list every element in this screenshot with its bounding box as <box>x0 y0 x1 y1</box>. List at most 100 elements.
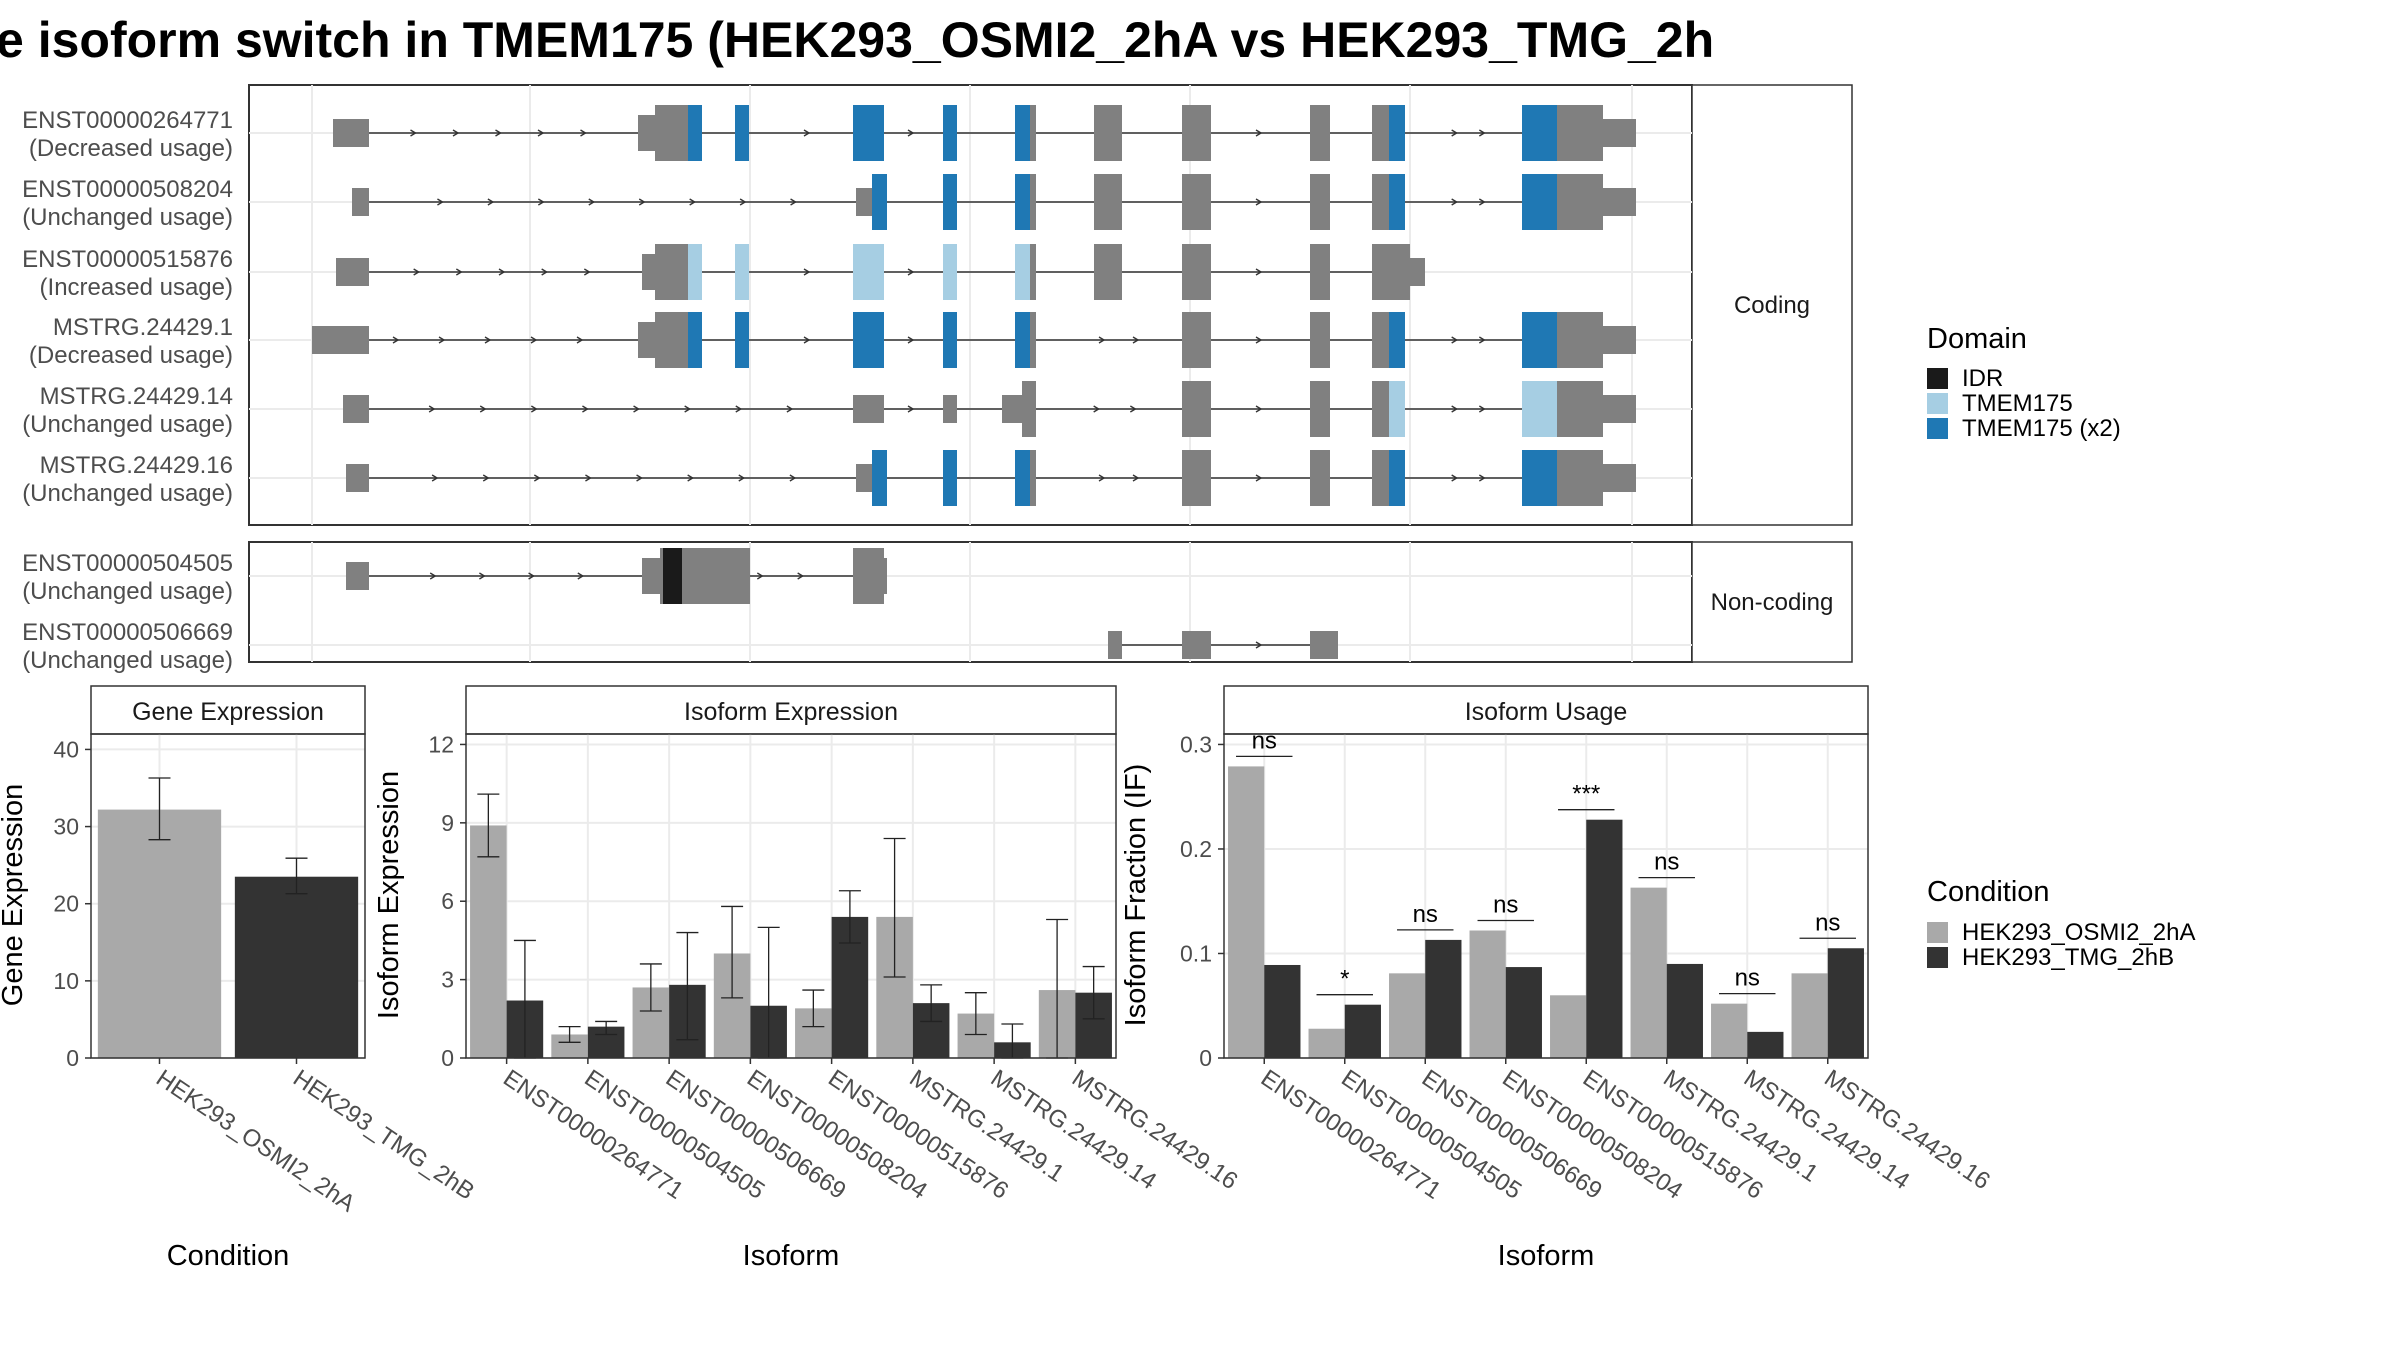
strand-arrow <box>633 405 640 413</box>
strand-arrow <box>1451 129 1459 137</box>
significance-label: ns <box>1413 901 1438 928</box>
exon <box>638 115 655 151</box>
strand-arrow <box>907 405 915 413</box>
bar <box>1630 887 1667 1058</box>
y-tick-label: 0.3 <box>1180 731 1212 757</box>
figure-title: e isoform switch in TMEM175 (HEK293_OSMI… <box>0 12 1714 68</box>
strand-arrow <box>907 268 915 276</box>
exon <box>1557 105 1603 161</box>
bar <box>1711 1003 1748 1058</box>
y-tick-label: 6 <box>441 888 454 914</box>
transcript-usage-label: (Unchanged usage) <box>22 647 233 674</box>
y-tick-label: 9 <box>441 810 454 836</box>
strand-arrow <box>530 405 538 413</box>
strand-arrow <box>482 474 490 482</box>
domain-segment <box>735 105 749 161</box>
strand-arrow <box>756 572 764 580</box>
domain-segment <box>1389 105 1405 161</box>
domain-segment <box>872 450 887 506</box>
exon <box>853 395 884 423</box>
exon <box>1182 450 1211 506</box>
strand-arrow <box>1255 405 1263 413</box>
bar <box>1425 939 1462 1058</box>
bar <box>551 1034 588 1058</box>
strand-arrow <box>537 129 545 137</box>
legend-key-label: HEK293_OSMI2_2hA <box>1962 919 2195 946</box>
exon <box>1557 381 1603 437</box>
exon <box>943 395 957 423</box>
bar <box>1747 1031 1784 1058</box>
exon <box>638 322 655 358</box>
exon <box>1030 105 1036 161</box>
strand-arrow <box>907 336 915 344</box>
exon <box>642 558 660 594</box>
exon <box>343 395 369 423</box>
domain-segment <box>943 244 957 300</box>
plot-background <box>466 734 1116 1058</box>
transcript-usage-label: (Decreased usage) <box>29 342 233 369</box>
strand-arrow <box>585 474 592 482</box>
transcript-id-label: ENST00000506669 <box>22 619 233 646</box>
bar <box>1228 766 1265 1058</box>
domain-segment <box>872 174 887 230</box>
bar <box>1550 995 1587 1058</box>
chart-panel: Gene Expression010203040HEK293_OSMI2_2hA… <box>0 685 479 1272</box>
y-tick-label: 0 <box>1199 1045 1212 1071</box>
transcript-track <box>333 105 1636 161</box>
exon <box>1022 381 1036 437</box>
y-tick-label: 0 <box>441 1045 454 1071</box>
strand-arrow <box>1255 474 1263 482</box>
legend-key-swatch <box>1927 393 1948 414</box>
domain-segment <box>853 312 884 368</box>
significance-label: * <box>1340 966 1349 993</box>
panel-strip-label: Isoform Expression <box>684 698 898 726</box>
domain-segment <box>943 105 957 161</box>
strand-arrow <box>588 198 596 206</box>
transcript-track <box>343 381 1636 437</box>
exon <box>1182 381 1211 437</box>
y-tick-label: 20 <box>53 891 79 917</box>
strip-box-0 <box>1691 84 1853 526</box>
strand-arrow <box>689 198 697 206</box>
exon <box>1310 450 1330 506</box>
exon <box>1372 174 1389 230</box>
exon <box>1372 450 1389 506</box>
transcript-usage-label: (Increased usage) <box>40 274 233 301</box>
panel-strip-label: Isoform Usage <box>1465 698 1628 726</box>
strand-arrow <box>1255 268 1263 276</box>
exon <box>1030 244 1036 300</box>
exon <box>1030 450 1036 506</box>
domain-segment <box>688 105 702 161</box>
exon <box>1310 105 1330 161</box>
exon <box>642 254 655 290</box>
exon <box>1372 244 1410 300</box>
transcript-id-label: MSTRG.24429.14 <box>40 383 233 410</box>
transcript-structure-panel: CodingNon-codingENST00000264771(Decrease… <box>22 84 1853 674</box>
panel-strip-label: Gene Expression <box>132 698 324 726</box>
bar <box>470 825 507 1058</box>
bar <box>1827 948 1864 1058</box>
domain-segment <box>1389 312 1405 368</box>
y-axis-title: Isoform Fraction (IF) <box>1120 764 1152 1027</box>
strand-arrow <box>1478 405 1486 413</box>
exon <box>1182 244 1211 300</box>
strand-arrow <box>455 268 463 276</box>
bar <box>1666 963 1703 1058</box>
strand-arrow <box>528 572 535 580</box>
legend-key-swatch <box>1927 947 1948 968</box>
exon <box>1030 174 1036 230</box>
significance-label: ns <box>1735 965 1760 992</box>
exon <box>1094 174 1122 230</box>
strand-arrow <box>479 572 486 580</box>
strand-arrow <box>739 198 747 206</box>
transcript-track <box>346 548 887 604</box>
legend-key-swatch <box>1927 368 1948 389</box>
bar <box>1344 1004 1381 1058</box>
exon <box>312 326 369 354</box>
strand-arrow <box>413 268 421 276</box>
exon <box>682 548 750 604</box>
strand-arrow <box>789 474 797 482</box>
transcript-track <box>336 244 1425 300</box>
exon <box>1557 174 1603 230</box>
